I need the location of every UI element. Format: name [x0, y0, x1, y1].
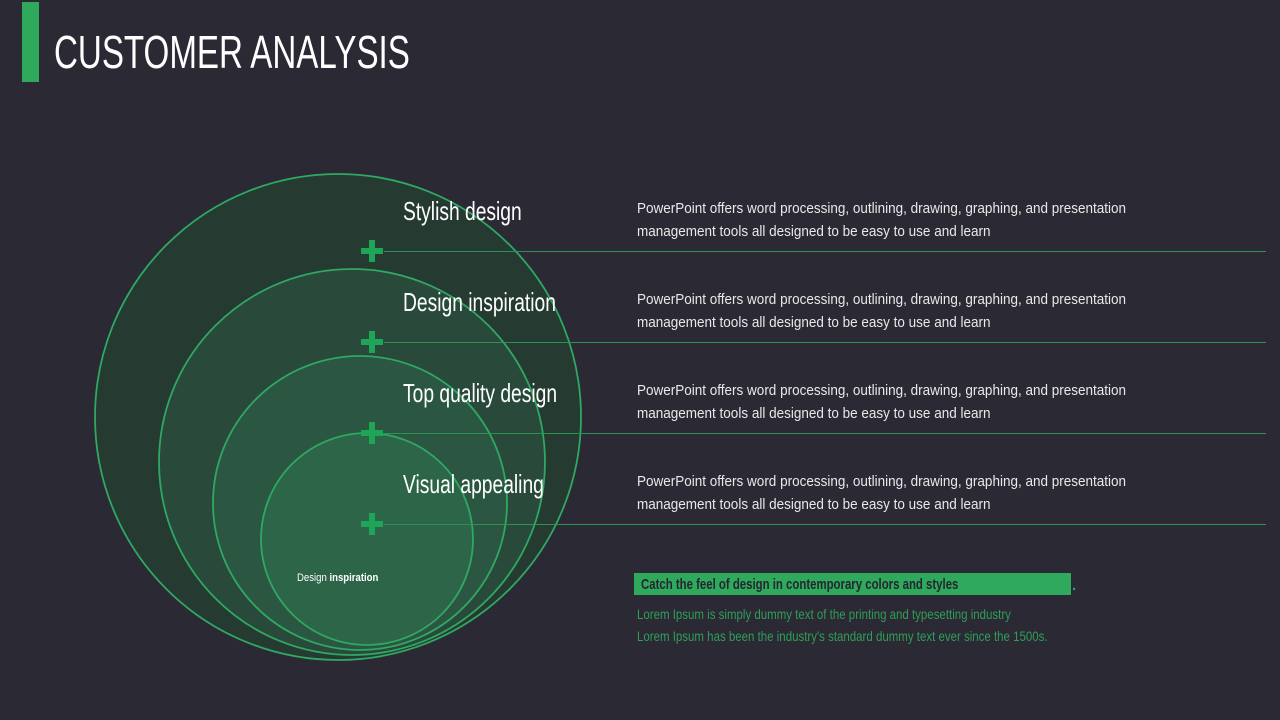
- row-description: PowerPoint offers word processing, outli…: [637, 289, 1126, 334]
- row-description-line-1: PowerPoint offers word processing, outli…: [637, 200, 1127, 217]
- highlight-bar-text: Catch the feel of design in contemporary…: [641, 576, 959, 593]
- row-description-line-1: PowerPoint offers word processing, outli…: [637, 473, 1127, 490]
- plus-icon: [361, 240, 383, 262]
- row-description: PowerPoint offers word processing, outli…: [637, 380, 1126, 425]
- connector-line: [384, 342, 1266, 343]
- row-heading: Visual appealing: [403, 469, 544, 499]
- connector-line: [384, 251, 1266, 252]
- circle-ring-inner: [260, 432, 474, 646]
- row-heading: Stylish design: [403, 196, 522, 226]
- row-description-line-2: management tools all designed to be easy…: [637, 222, 991, 240]
- row-description-line-2: management tools all designed to be easy…: [637, 404, 991, 422]
- center-label-regular: Design: [297, 572, 327, 584]
- title-accent-bar: [22, 2, 39, 82]
- connector-line: [384, 433, 1266, 434]
- page-title: CUSTOMER ANALYSIS: [54, 26, 410, 78]
- row-description-line-1: PowerPoint offers word processing, outli…: [637, 291, 1127, 308]
- footer-lorem-line-1: Lorem Ipsum is simply dummy text of the …: [637, 606, 1011, 622]
- circle-center-label: Design inspiration: [297, 571, 378, 585]
- row-heading: Top quality design: [403, 378, 558, 408]
- plus-icon: [361, 513, 383, 535]
- row-description: PowerPoint offers word processing, outli…: [637, 198, 1126, 243]
- row-description: PowerPoint offers word processing, outli…: [637, 471, 1126, 516]
- row-heading: Design inspiration: [403, 287, 556, 317]
- plus-icon: [361, 331, 383, 353]
- row-description-line-1: PowerPoint offers word processing, outli…: [637, 382, 1127, 399]
- connector-line: [384, 524, 1266, 525]
- highlight-trailing-period: .: [1072, 577, 1077, 594]
- center-label-bold: inspiration: [329, 572, 379, 584]
- highlight-bar: Catch the feel of design in contemporary…: [634, 573, 1071, 595]
- footer-lorem-line-2: Lorem Ipsum has been the industry's stan…: [637, 628, 1048, 644]
- row-description-line-2: management tools all designed to be easy…: [637, 495, 991, 513]
- row-description-line-2: management tools all designed to be easy…: [637, 313, 991, 331]
- plus-icon: [361, 422, 383, 444]
